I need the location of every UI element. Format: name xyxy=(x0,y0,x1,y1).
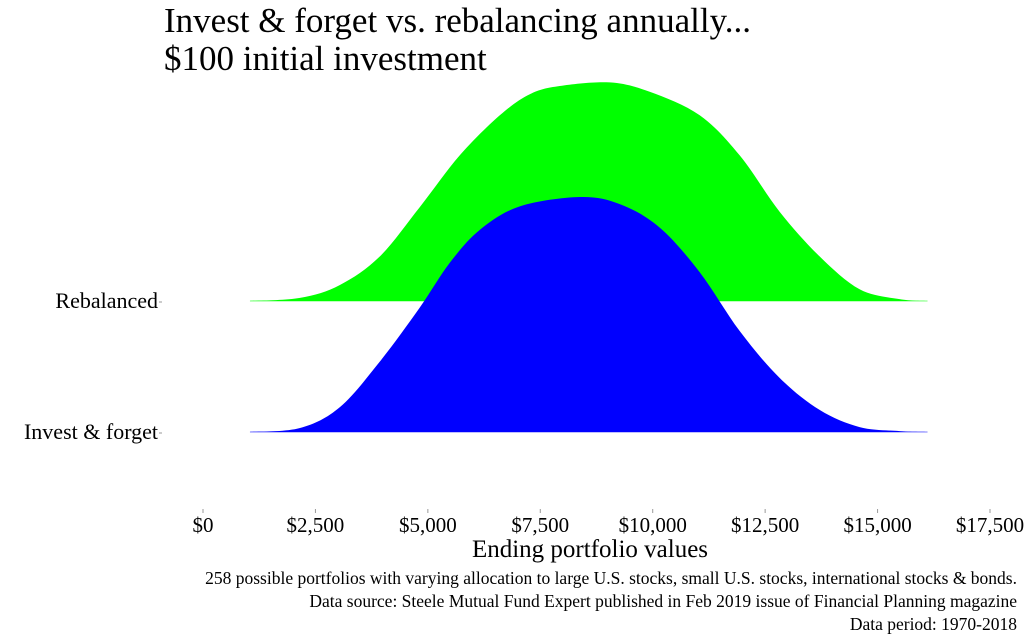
ridge-rebalanced xyxy=(249,82,928,301)
x-tick-label: $10,000 xyxy=(619,513,687,537)
x-tick-label: $2,500 xyxy=(287,513,345,537)
x-tick-label: $7,500 xyxy=(511,513,569,537)
x-axis: $0 $2,500 $5,000 $7,500 $10,000 $12,500 $15,00… xyxy=(193,509,1024,537)
x-axis-title: Ending portfolio values xyxy=(471,536,709,563)
y-tick-label: Invest & forget xyxy=(24,419,158,444)
x-tick-label: $12,500 xyxy=(731,513,799,537)
ridge-invest-forget xyxy=(249,196,928,432)
ridges-layer xyxy=(249,82,928,433)
caption-data-source: Data source: Steele Mutual Fund Expert p… xyxy=(309,591,1017,611)
chart-title: Invest & forget vs. rebalancing annually… xyxy=(164,2,751,78)
chart-title-line-1: Invest & forget vs. rebalancing annually… xyxy=(164,1,752,40)
caption-data-period: Data period: 1970-2018 xyxy=(849,614,1017,634)
chart-title-line-2: $100 initial investment xyxy=(164,39,487,78)
y-axis: Rebalanced Invest & forget xyxy=(24,288,162,444)
x-tick-label: $0 xyxy=(193,513,214,537)
x-tick-label: $15,000 xyxy=(843,513,911,537)
x-tick-label: $17,500 xyxy=(956,513,1024,537)
caption-portfolios: 258 possible portfolios with varying all… xyxy=(205,568,1017,588)
x-tick-label: $5,000 xyxy=(399,513,457,537)
y-tick-label: Rebalanced xyxy=(55,288,158,313)
